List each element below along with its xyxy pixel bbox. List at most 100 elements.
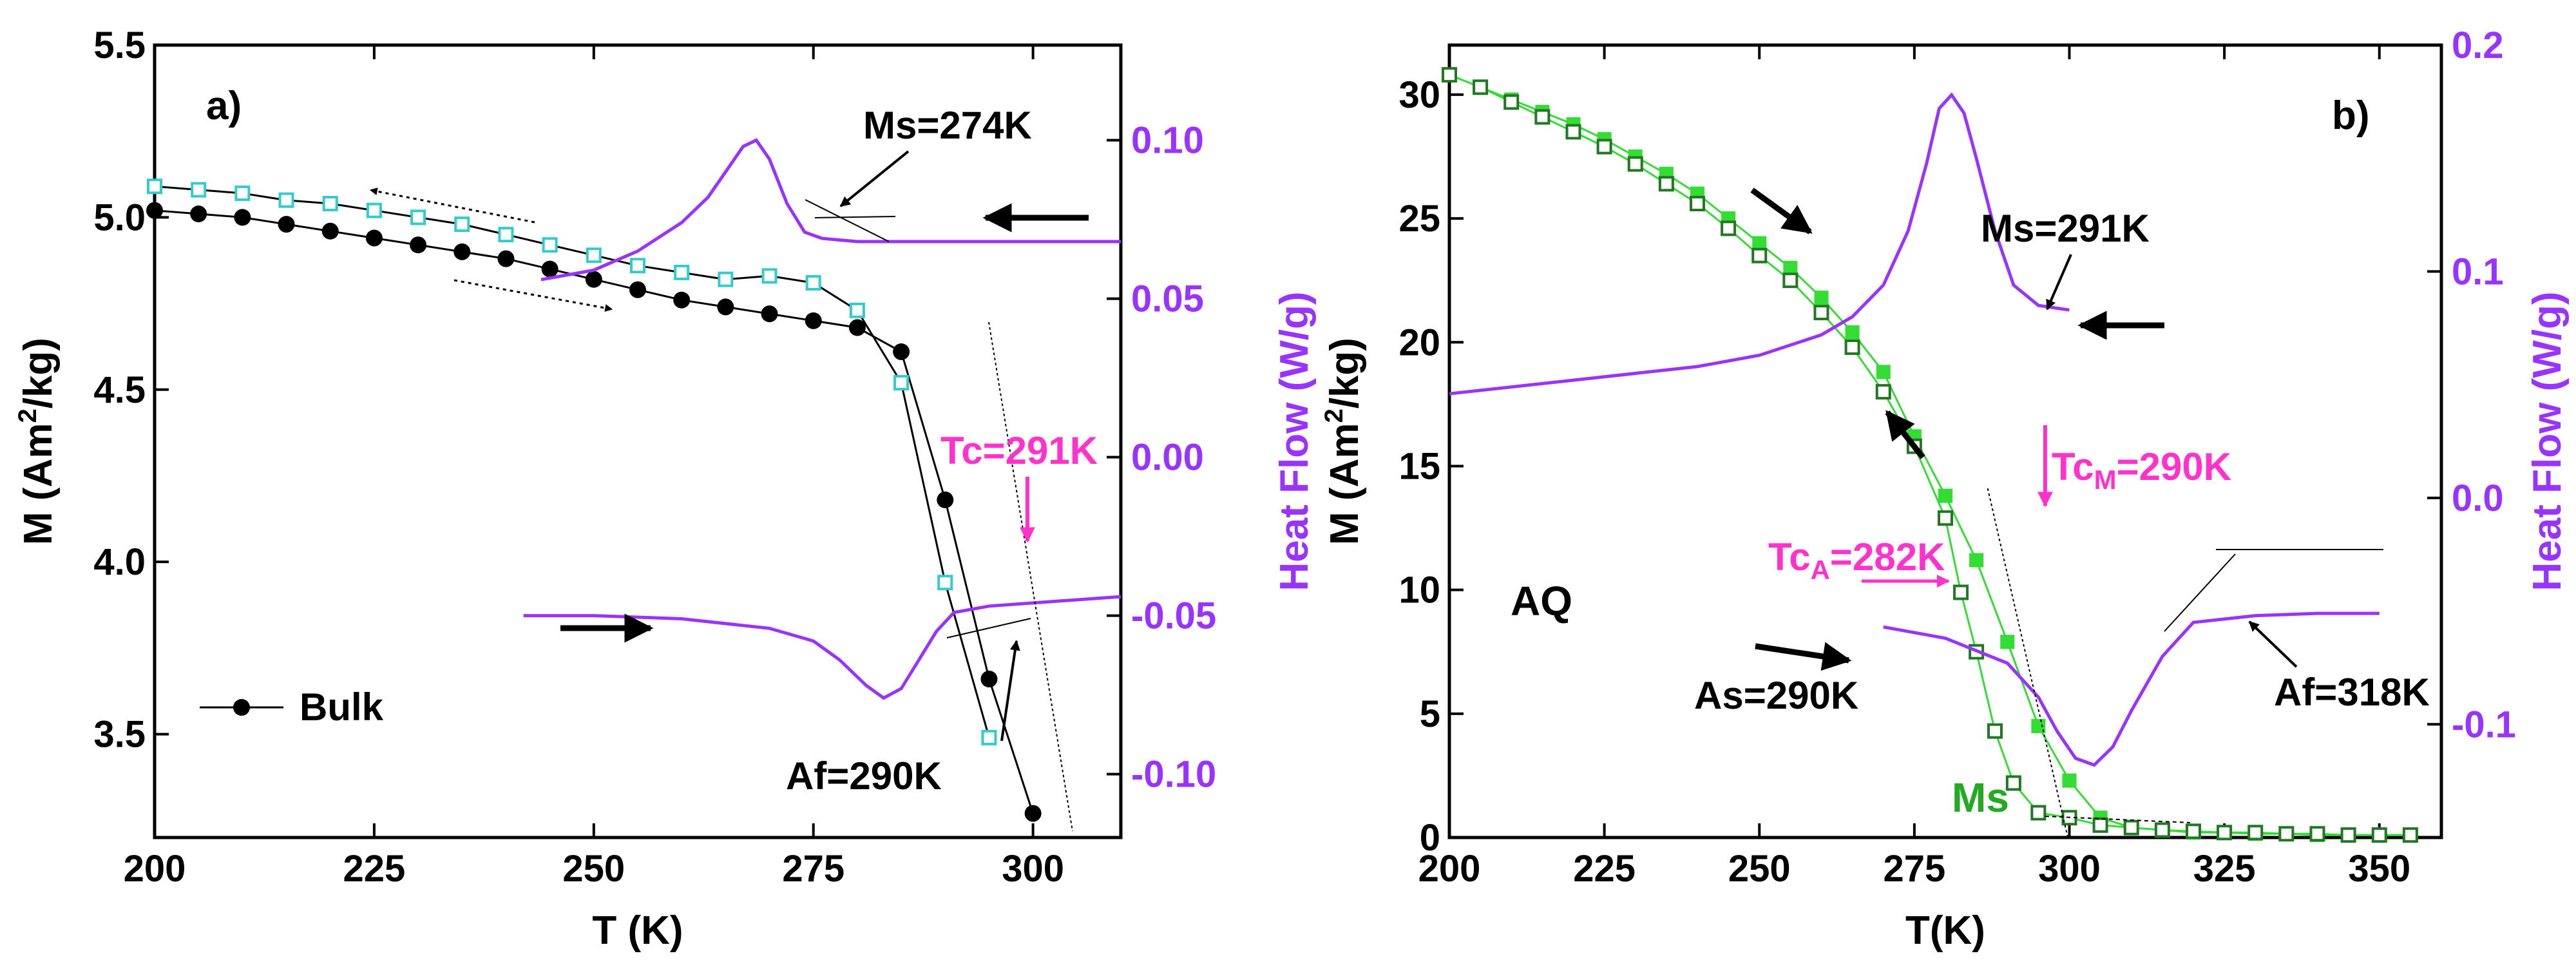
data-point xyxy=(1627,156,1643,172)
data-point xyxy=(629,281,646,298)
tca-label: TcA=282K xyxy=(1768,535,1945,585)
data-point xyxy=(761,268,778,284)
as-label: As=290K xyxy=(1694,674,1858,717)
data-point xyxy=(146,202,163,219)
y2-tick-label: -0.05 xyxy=(1131,595,1216,637)
data-point xyxy=(2062,773,2077,788)
data-point xyxy=(2123,819,2139,836)
heatflow-heating-arrow-b xyxy=(1755,642,1852,671)
data-point xyxy=(937,491,954,508)
x-tick-label: 225 xyxy=(343,848,406,890)
data-point xyxy=(190,206,207,223)
m-transition-tangent xyxy=(988,321,1073,832)
data-point xyxy=(147,178,162,195)
data-point xyxy=(2000,635,2015,649)
af-tangent xyxy=(946,618,1031,638)
x-tick-label: 325 xyxy=(2193,848,2256,890)
series-line xyxy=(1449,73,2410,836)
x-axis-title-b: T(K) xyxy=(1905,908,1985,953)
heatflow-curve xyxy=(1883,611,2380,767)
data-point xyxy=(893,375,910,391)
data-point xyxy=(1442,67,1457,83)
ms-tangent-2 xyxy=(814,216,896,218)
data-point xyxy=(805,275,821,291)
panel-a: 200 225 250 275 300 3.5 4.0 4.5 5.0 5.5 -0.10 -0.05… xyxy=(14,24,1317,953)
tca-label-main: Tc xyxy=(1768,535,1811,579)
y-tick-label: 20 xyxy=(1398,321,1440,363)
ms-green-label: Ms xyxy=(1952,774,2009,821)
panel-a-frame xyxy=(153,43,1123,839)
data-point xyxy=(1875,384,1891,400)
ms-label: Ms=274K xyxy=(863,104,1032,147)
data-point xyxy=(541,260,558,278)
af-tangent-b xyxy=(2164,553,2236,632)
data-point xyxy=(848,319,866,336)
panel-a-series xyxy=(146,138,1121,822)
data-point xyxy=(1752,236,1767,251)
y-axis-title-b-sup: 2 xyxy=(1320,408,1348,423)
data-point xyxy=(1565,124,1581,140)
data-point xyxy=(673,291,691,309)
x-tick-label: 250 xyxy=(562,848,625,890)
data-point xyxy=(1658,176,1674,192)
y-tick-label: 30 xyxy=(1398,74,1440,116)
data-point xyxy=(365,229,383,247)
tcm-label: TcM=290K xyxy=(2052,445,2231,495)
panel-a-tick-labels: 200 225 250 275 300 3.5 4.0 4.5 5.0 5.5 -0.10 -0.05… xyxy=(93,24,1216,890)
x-tick-label: 300 xyxy=(1002,848,1064,890)
data-point xyxy=(542,237,558,253)
y-tick-label: 0 xyxy=(1420,817,1440,859)
y-tick-label: 4.0 xyxy=(93,541,146,583)
y-axis-title-b-main: M (Am xyxy=(1322,423,1367,545)
y-axis-title-main: M (Am xyxy=(16,423,61,545)
data-point xyxy=(2005,775,2021,791)
data-point xyxy=(805,312,822,329)
y-axis-title-b-tail: /kg) xyxy=(1322,338,1367,408)
data-point xyxy=(498,227,514,243)
data-point xyxy=(1690,196,1705,211)
heatflow-curve xyxy=(1449,92,2070,396)
ms-tangent-b xyxy=(1987,486,2068,838)
data-point xyxy=(2030,805,2046,821)
data-point xyxy=(1845,325,1860,340)
ms-arrow xyxy=(839,150,910,207)
y-tick-label: 5.0 xyxy=(93,196,146,238)
panel-b-series xyxy=(1442,67,2418,843)
data-point xyxy=(1473,79,1489,95)
panel-a-label: a) xyxy=(206,84,242,128)
y2-tick-label: 0.1 xyxy=(2452,251,2504,292)
data-point xyxy=(1813,305,1829,321)
x-tick-label: 250 xyxy=(1728,848,1791,890)
series-line xyxy=(1449,73,2410,836)
data-point xyxy=(1782,273,1798,289)
data-point xyxy=(2031,719,2046,734)
data-point xyxy=(2247,825,2264,841)
y2-tick-label: 0.00 xyxy=(1131,437,1204,479)
tca-label-sub: A xyxy=(1811,555,1830,585)
data-point xyxy=(366,202,382,218)
ms-label-b: Ms=291K xyxy=(1981,207,2150,250)
y2-axis-title-b: Heat Flow (W/g) xyxy=(2525,292,2570,591)
series-line xyxy=(154,185,990,738)
x-tick-label: 300 xyxy=(2038,848,2101,890)
data-point xyxy=(893,343,910,360)
y2-tick-label: 0.2 xyxy=(2452,24,2504,66)
legend-label: Bulk xyxy=(300,685,384,729)
x-tick-label: 275 xyxy=(782,848,844,890)
data-point xyxy=(937,575,953,591)
ms-baseline-b xyxy=(2045,816,2191,823)
data-point xyxy=(1503,94,1520,110)
data-point xyxy=(2309,826,2325,842)
y2-tick-label: 0.0 xyxy=(2452,477,2504,519)
data-point xyxy=(278,216,295,233)
data-point xyxy=(2371,827,2387,843)
x-axis-title: T (K) xyxy=(592,908,683,953)
panel-b-ticks xyxy=(1448,44,2441,839)
data-point xyxy=(1938,488,1952,503)
data-point xyxy=(718,271,734,287)
data-point xyxy=(191,182,207,198)
data-point xyxy=(980,671,998,687)
ms-arrow-b xyxy=(2046,254,2072,311)
y-axis-title-tail: /kg) xyxy=(16,338,61,408)
data-point xyxy=(1938,510,1953,526)
